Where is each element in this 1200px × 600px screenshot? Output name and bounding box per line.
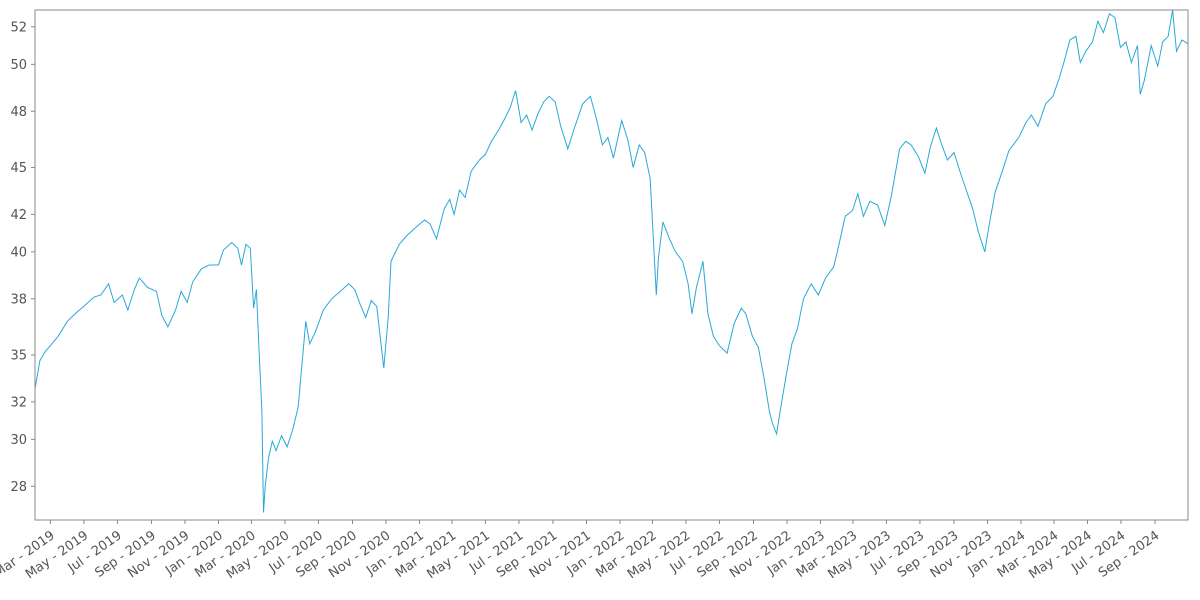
price-series-line <box>34 9 1189 513</box>
y-tick-label: 48 <box>10 105 27 120</box>
y-tick-label: 28 <box>10 480 27 495</box>
y-tick-label: 35 <box>10 349 27 364</box>
y-tick-label: 40 <box>10 245 27 260</box>
y-axis-ticks: 28 30 32 35 38 40 42 45 48 50 52 <box>10 20 35 495</box>
y-tick-label: 42 <box>10 208 27 223</box>
y-tick-label: 52 <box>10 20 27 35</box>
y-tick-label: 38 <box>10 292 27 307</box>
y-tick-label: 45 <box>10 161 27 176</box>
y-tick-label: 50 <box>10 58 27 73</box>
y-tick-label: 32 <box>10 395 27 410</box>
plot-area-frame <box>34 9 1189 521</box>
y-tick-label: 30 <box>10 433 27 448</box>
